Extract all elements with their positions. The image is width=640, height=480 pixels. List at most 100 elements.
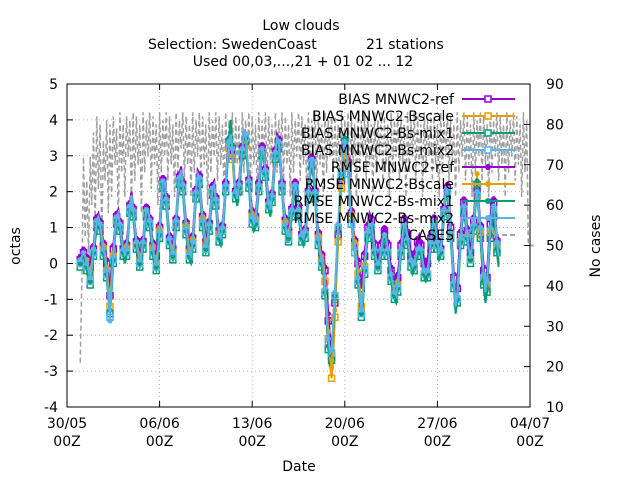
- data-point: [80, 246, 87, 252]
- data-point: [276, 138, 282, 145]
- x-tick-label-hour: 00Z: [331, 434, 358, 450]
- data-point: [441, 207, 447, 213]
- data-point: [249, 214, 255, 220]
- data-point: [295, 207, 302, 213]
- legend-item-rmse-mnwc2-bs-mix1: RMSE MNWC2-Bs-mix1: [294, 194, 515, 210]
- legend-swatch-marker: [485, 215, 491, 221]
- data-point: [358, 311, 364, 317]
- y-tick-label: 5: [49, 77, 58, 93]
- axes: -4 -3 -2 -1 0 1 2 3 4 5 10 20 30 40 50 60 70 80 90 30/05 00Z…: [44, 77, 564, 450]
- data-point: [491, 203, 497, 209]
- data-point: [94, 217, 100, 223]
- data-point: [203, 246, 209, 252]
- data-point: [302, 228, 308, 234]
- data-point: [388, 271, 394, 277]
- y2-tick-label: 90: [546, 77, 564, 93]
- x-axis-label: Date: [282, 459, 315, 475]
- data-point: [467, 253, 474, 259]
- data-point: [309, 153, 315, 159]
- data-point: [348, 217, 355, 223]
- data-point: [150, 246, 156, 252]
- data-point: [256, 181, 262, 188]
- x-tick-label-date: 27/06: [417, 416, 457, 432]
- data-point: [401, 214, 407, 220]
- data-point: [160, 178, 166, 184]
- data-point: [418, 239, 424, 245]
- data-point: [381, 224, 388, 231]
- data-point: [259, 146, 265, 152]
- data-point: [352, 246, 358, 252]
- data-point: [246, 178, 252, 184]
- data-point: [272, 149, 278, 155]
- data-point: [398, 246, 404, 252]
- data-point: [279, 181, 285, 188]
- chart-subtitle-used: Used 00,03,...,21 + 01 02 ... 12: [193, 54, 413, 70]
- x-tick-label-date: 13/06: [232, 416, 272, 432]
- legend-swatch-marker: [484, 146, 492, 154]
- series-cases: [79, 112, 535, 363]
- data-point: [418, 246, 424, 252]
- data-point: [464, 232, 470, 238]
- data-point: [405, 235, 411, 241]
- y-tick-label: -3: [44, 364, 58, 380]
- y-tick-label: 0: [49, 256, 58, 272]
- legend-label: BIAS MNWC2-Bs-mix2: [301, 143, 454, 159]
- data-point: [474, 178, 480, 184]
- data-point: [431, 217, 437, 223]
- chart-title: Low clouds: [262, 18, 339, 34]
- data-point: [358, 307, 364, 313]
- series-rmse-mnwc2-bs-mix2: [77, 127, 500, 357]
- x-tick-label-hour: 00Z: [53, 434, 80, 450]
- data-point: [117, 221, 123, 227]
- data-point: [391, 289, 398, 295]
- legend-item-bias-mnwc2-bs-mix2: BIAS MNWC2-Bs-mix2: [301, 143, 515, 159]
- data-point: [140, 239, 146, 245]
- x-tick-label-date: 20/06: [325, 416, 365, 432]
- data-point: [259, 142, 265, 148]
- y2-tick-label: 70: [546, 158, 564, 174]
- data-point: [147, 217, 153, 223]
- data-point: [203, 242, 209, 249]
- data-point: [123, 246, 130, 252]
- data-point: [107, 318, 113, 324]
- data-point: [395, 282, 401, 288]
- data-point: [309, 156, 315, 162]
- legend-label: RMSE MNWC2-ref: [331, 160, 455, 176]
- data-point: [328, 346, 335, 353]
- data-point: [299, 232, 305, 238]
- data-point: [342, 138, 348, 145]
- data-point: [322, 285, 328, 292]
- data-point: [90, 246, 97, 252]
- y2-tick-label: 20: [546, 360, 564, 376]
- data-point: [239, 146, 245, 152]
- data-point: [153, 264, 159, 270]
- data-point: [292, 181, 298, 188]
- y-tick-label: 3: [49, 149, 58, 165]
- data-point: [494, 239, 500, 245]
- data-point: [474, 189, 480, 195]
- y-tick-label: -1: [44, 292, 58, 308]
- data-point: [137, 257, 143, 263]
- data-point: [342, 135, 348, 141]
- data-point: [381, 232, 388, 238]
- y2-tick-label: 60: [546, 198, 564, 214]
- data-point: [170, 250, 176, 256]
- x-tick-label-hour: 00Z: [238, 434, 265, 450]
- data-point: [223, 181, 229, 188]
- data-point: [143, 203, 149, 209]
- legend-swatch-marker: [485, 198, 491, 204]
- legend-item-bias-mnwc2-bs-mix1: BIAS MNWC2-Bs-mix1: [301, 126, 515, 142]
- y2-tick-label: 50: [546, 239, 564, 255]
- data-point: [160, 174, 166, 180]
- data-point: [180, 181, 186, 188]
- data-point: [312, 189, 318, 195]
- legend-item-rmse-mnwc2-ref: RMSE MNWC2-ref: [331, 160, 515, 176]
- data-point: [471, 221, 477, 227]
- y2-tick-label: 10: [546, 400, 564, 416]
- y-tick-label: -2: [44, 328, 58, 344]
- data-point: [474, 171, 480, 177]
- data-point: [84, 260, 90, 267]
- data-point: [137, 260, 143, 267]
- data-point: [219, 224, 226, 231]
- legend-swatch-marker: [484, 95, 492, 103]
